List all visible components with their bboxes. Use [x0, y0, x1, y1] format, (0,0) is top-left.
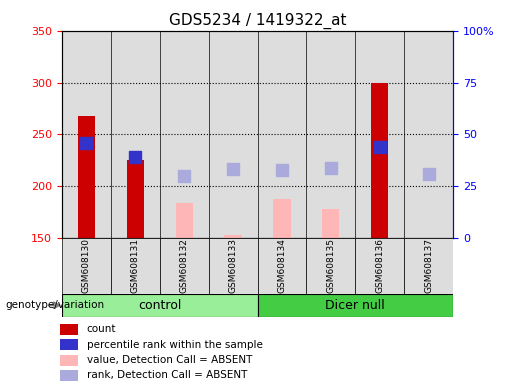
- FancyBboxPatch shape: [404, 238, 453, 294]
- Bar: [111, 31, 160, 238]
- Point: [131, 154, 139, 160]
- Bar: [371, 83, 388, 238]
- Bar: [209, 31, 258, 238]
- Bar: [127, 160, 144, 238]
- FancyBboxPatch shape: [160, 238, 209, 294]
- Text: control: control: [138, 299, 181, 312]
- Bar: [176, 203, 193, 238]
- Text: GSM608136: GSM608136: [375, 238, 384, 293]
- Point: [82, 140, 91, 146]
- Text: GSM608137: GSM608137: [424, 238, 433, 293]
- FancyBboxPatch shape: [111, 238, 160, 294]
- Point: [424, 171, 433, 177]
- Bar: [225, 235, 242, 238]
- Title: GDS5234 / 1419322_at: GDS5234 / 1419322_at: [169, 13, 346, 29]
- Text: GSM608135: GSM608135: [327, 238, 335, 293]
- Text: GSM608131: GSM608131: [131, 238, 140, 293]
- Bar: [273, 199, 290, 238]
- Bar: [60, 370, 78, 381]
- Bar: [322, 209, 339, 238]
- Bar: [404, 31, 453, 238]
- Point: [278, 167, 286, 173]
- FancyBboxPatch shape: [258, 238, 306, 294]
- Text: GSM608130: GSM608130: [82, 238, 91, 293]
- Text: GSM608132: GSM608132: [180, 238, 188, 293]
- FancyBboxPatch shape: [62, 238, 111, 294]
- FancyBboxPatch shape: [258, 294, 453, 317]
- FancyBboxPatch shape: [306, 238, 355, 294]
- Bar: [355, 31, 404, 238]
- Bar: [160, 31, 209, 238]
- Point: [229, 166, 237, 172]
- Text: percentile rank within the sample: percentile rank within the sample: [87, 340, 263, 350]
- Text: GSM608134: GSM608134: [278, 238, 286, 293]
- Bar: [258, 31, 306, 238]
- FancyBboxPatch shape: [209, 238, 258, 294]
- Bar: [62, 31, 111, 238]
- Point: [375, 144, 384, 150]
- Text: Dicer null: Dicer null: [325, 299, 385, 312]
- Text: count: count: [87, 324, 116, 334]
- Bar: [60, 354, 78, 366]
- Point: [327, 164, 335, 170]
- Text: GSM608133: GSM608133: [229, 238, 237, 293]
- Bar: [306, 31, 355, 238]
- Point: [180, 173, 188, 179]
- Bar: [60, 324, 78, 335]
- Text: genotype/variation: genotype/variation: [5, 300, 104, 310]
- Text: value, Detection Call = ABSENT: value, Detection Call = ABSENT: [87, 355, 252, 365]
- Bar: [78, 116, 95, 238]
- Text: rank, Detection Call = ABSENT: rank, Detection Call = ABSENT: [87, 371, 247, 381]
- FancyBboxPatch shape: [62, 294, 258, 317]
- FancyBboxPatch shape: [355, 238, 404, 294]
- Bar: [60, 339, 78, 350]
